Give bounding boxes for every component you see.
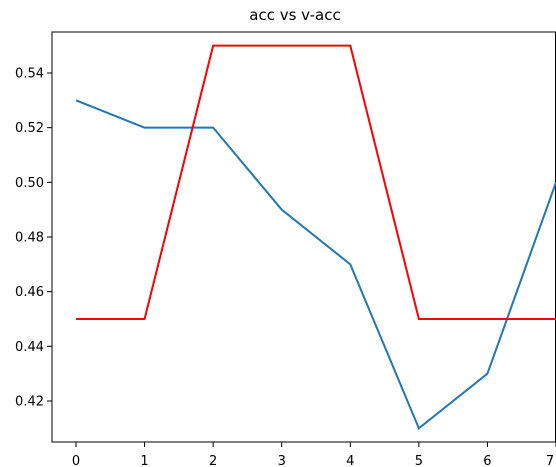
x-axis: 0 1 2 3 4 5 6 7 <box>72 442 556 467</box>
x-tick-label: 2 <box>209 454 217 467</box>
x-tick-label: 7 <box>546 454 554 467</box>
x-tick-label: 4 <box>346 454 354 467</box>
series-line-2 <box>76 44 556 320</box>
y-tick-label: 0.42 <box>15 395 44 410</box>
series-line-1 <box>75 99 556 430</box>
y-tick-label: 0.54 <box>15 67 44 82</box>
y-tick-label: 0.48 <box>15 231 44 246</box>
y-axis: 0.42 0.44 0.46 0.48 0.50 0.52 0.54 <box>15 67 52 410</box>
chart-title: acc vs v-acc <box>249 6 341 24</box>
y-tick-label: 0.44 <box>15 340 44 355</box>
series-layer <box>75 44 556 430</box>
x-tick-label: 0 <box>72 454 80 467</box>
x-tick-label: 6 <box>483 454 491 467</box>
y-tick-label: 0.52 <box>15 121 44 136</box>
x-tick-label: 1 <box>140 454 148 467</box>
y-tick-label: 0.50 <box>15 176 44 191</box>
x-tick-label: 3 <box>278 454 286 467</box>
y-tick-label: 0.46 <box>15 285 44 300</box>
x-tick-label: 5 <box>415 454 423 467</box>
